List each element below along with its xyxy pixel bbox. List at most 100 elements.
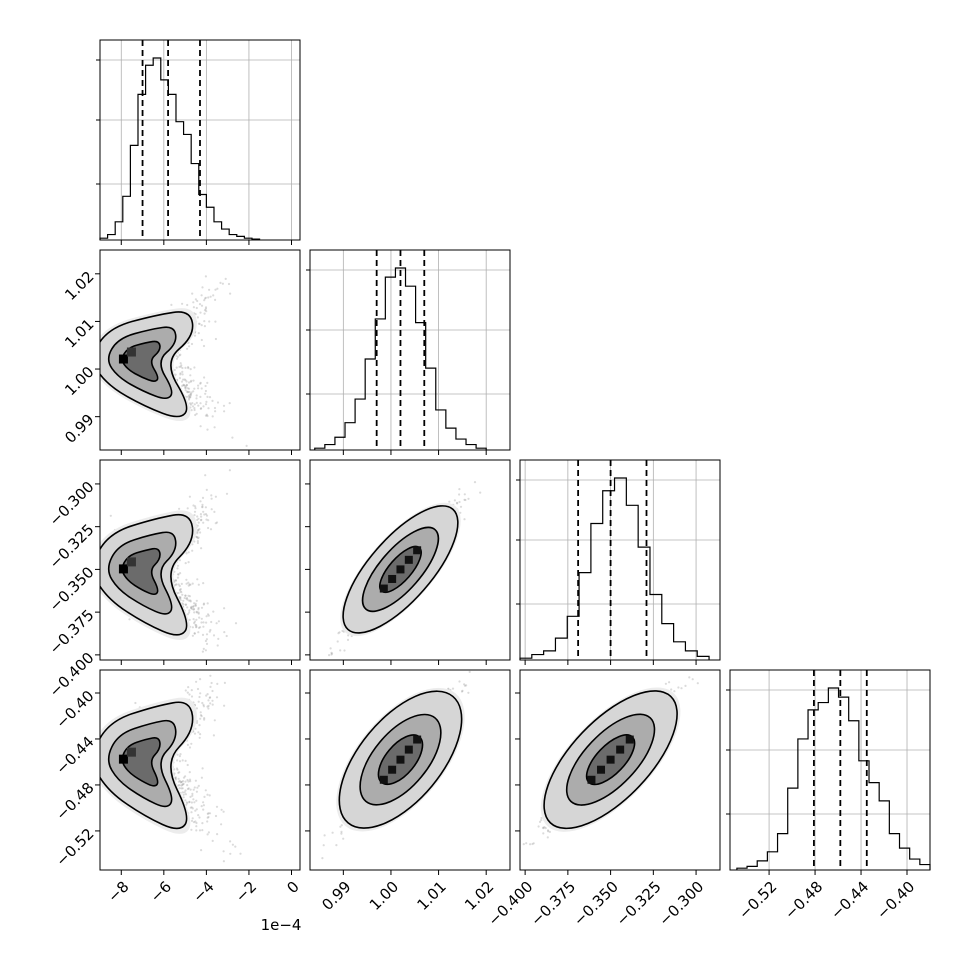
- panel-frame: [309, 669, 511, 871]
- scatter-point: [210, 494, 213, 497]
- scatter-point: [185, 380, 188, 383]
- scatter-point: [201, 829, 204, 832]
- scatter-point: [188, 693, 191, 696]
- scatter-point: [323, 834, 326, 837]
- scatter-point: [207, 519, 210, 522]
- histogram-p4: [736, 687, 931, 870]
- scatter-point: [190, 605, 193, 608]
- scatter-point: [216, 644, 219, 647]
- scatter-point: [222, 850, 225, 853]
- scatter-point: [189, 374, 192, 377]
- scatter-point: [211, 703, 214, 706]
- scatter-point: [197, 332, 200, 335]
- scatter-point: [187, 367, 190, 370]
- panel-content: [328, 481, 482, 657]
- scatter-point: [195, 610, 198, 613]
- scatter-point: [339, 649, 342, 652]
- scatter-point: [178, 588, 181, 592]
- scatter-point: [177, 573, 180, 576]
- scatter-point: [179, 373, 182, 376]
- scatter-point: [179, 781, 182, 784]
- scatter-point: [222, 404, 226, 407]
- density-cell: [126, 347, 136, 357]
- scatter-point: [180, 582, 183, 586]
- histogram-panel-p3: [516, 459, 721, 661]
- scatter-point: [184, 793, 187, 796]
- scatter-point: [210, 620, 213, 624]
- scatter-point: [192, 607, 196, 611]
- scatter-point: [206, 602, 209, 605]
- scatter-point: [216, 833, 219, 836]
- scatter-point: [199, 714, 203, 717]
- scatter-point: [204, 403, 208, 406]
- scatter-point: [206, 428, 209, 431]
- scatter-point: [206, 816, 209, 819]
- scatter-point: [191, 794, 194, 797]
- scatter-point: [188, 495, 191, 498]
- scatter-point: [191, 634, 194, 637]
- scatter-point: [195, 721, 199, 725]
- scatter-point: [201, 503, 204, 506]
- scatter-point: [200, 518, 203, 521]
- scatter-point: [224, 676, 226, 678]
- scatter-point: [200, 606, 204, 609]
- scatter-point: [199, 311, 202, 314]
- scatter-point: [195, 397, 198, 400]
- scatter-point: [68, 365, 70, 367]
- scatter-point: [189, 393, 192, 396]
- scatter-point: [179, 588, 182, 591]
- scatter-point: [204, 296, 207, 299]
- scatter-point: [196, 316, 199, 319]
- scatter-point: [201, 650, 204, 653]
- scatter-point: [194, 507, 197, 510]
- scatter-point: [199, 382, 202, 385]
- scatter-point: [189, 795, 192, 799]
- contour-line-0: [100, 513, 194, 636]
- scatter-point: [189, 394, 192, 397]
- scatter-point: [195, 680, 198, 683]
- scatter-point: [194, 505, 197, 508]
- scatter-point: [186, 691, 189, 694]
- scatter-point: [178, 354, 181, 357]
- scatter-point: [205, 400, 208, 403]
- scatter-point: [184, 386, 187, 390]
- scatter-point: [181, 593, 184, 596]
- density-cell: [118, 354, 128, 364]
- scatter-point: [187, 390, 190, 393]
- scatter-point: [193, 366, 196, 369]
- scatter-point: [460, 690, 464, 693]
- scatter-point: [203, 312, 206, 315]
- scatter-point: [191, 807, 194, 810]
- scatter-point: [189, 395, 192, 398]
- scatter-point: [176, 759, 179, 762]
- scatter-point: [343, 649, 346, 652]
- scatter-point: [195, 535, 198, 539]
- scatter-point: [529, 843, 532, 846]
- scatter-point: [339, 825, 342, 828]
- scatter-point: [192, 390, 195, 393]
- scatter-point: [189, 600, 192, 603]
- scatter-point: [182, 796, 185, 799]
- scatter-point: [190, 409, 193, 412]
- scatter-point: [192, 605, 195, 609]
- scatter-point: [199, 678, 202, 681]
- scatter-point: [188, 599, 191, 602]
- scatter-point: [190, 342, 194, 346]
- scatter-point: [199, 395, 202, 398]
- scatter-point: [197, 700, 200, 703]
- scatter-point: [189, 599, 192, 602]
- scatter-point: [185, 578, 188, 581]
- histogram-panel-p2: [306, 249, 511, 451]
- scatter-point: [185, 552, 188, 555]
- scatter-point: [206, 395, 209, 398]
- scatter-point: [217, 620, 220, 623]
- scatter-point: [187, 551, 190, 554]
- scatter-point: [184, 562, 187, 565]
- scatter-point: [186, 606, 189, 609]
- scatter-point: [224, 277, 227, 280]
- scatter-point: [192, 798, 195, 801]
- scatter-point: [540, 816, 543, 820]
- scatter-point: [222, 810, 225, 813]
- scatter-point: [206, 613, 210, 616]
- contour-line-1: [359, 713, 442, 806]
